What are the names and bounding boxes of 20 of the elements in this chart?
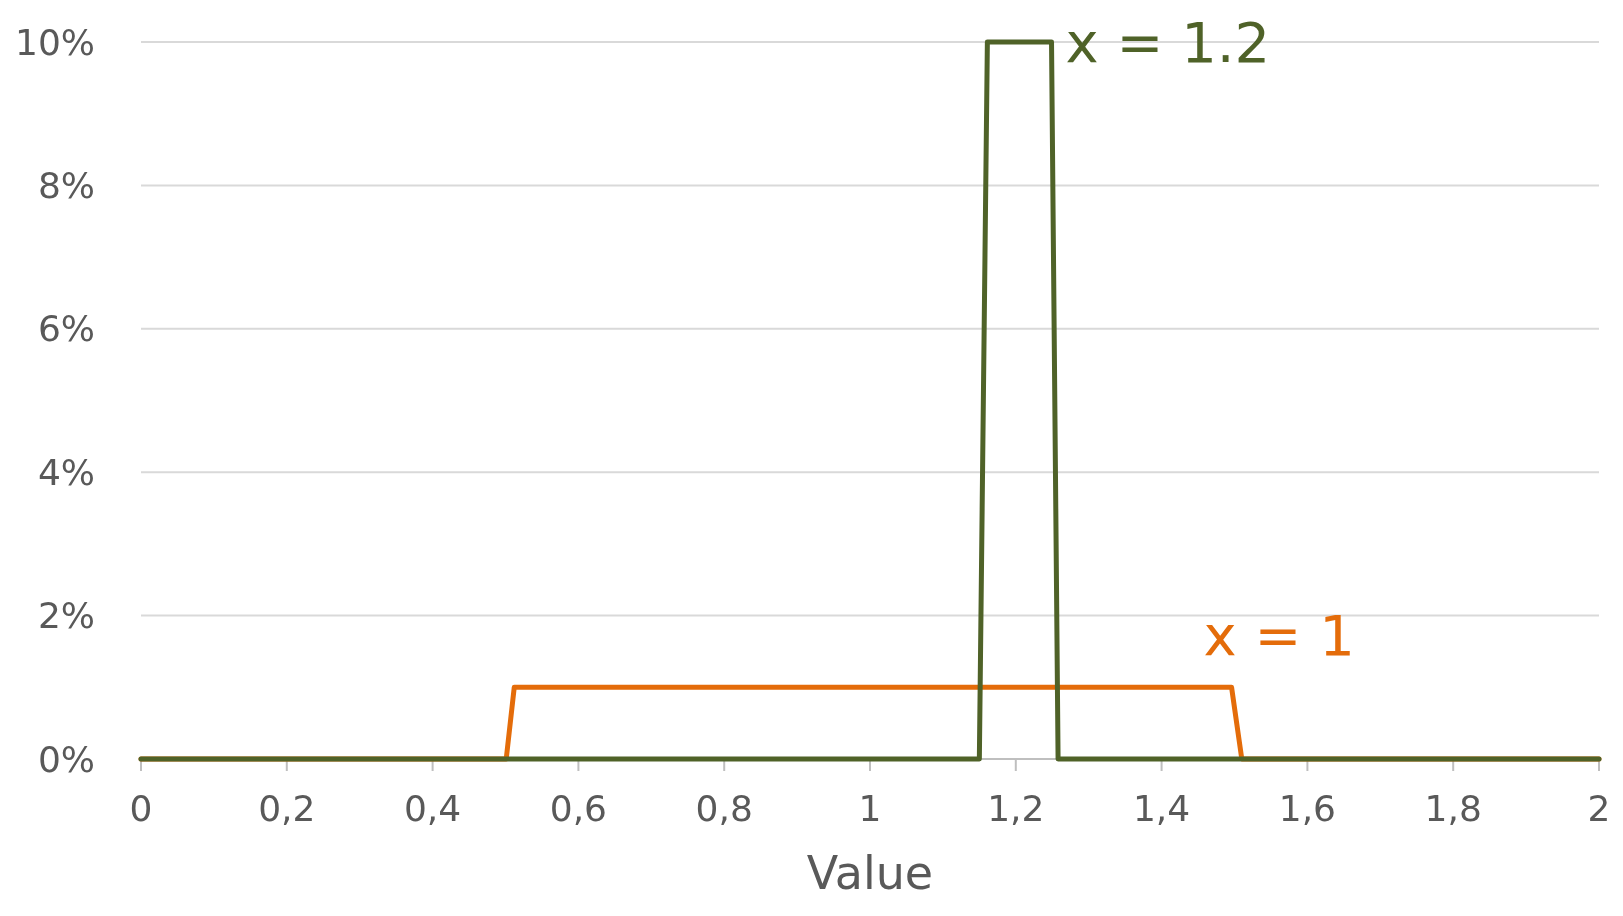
y-tick-label: 0% [37, 738, 95, 780]
x-tick-label: 0,4 [403, 788, 462, 829]
y-tick-label: 8% [37, 165, 95, 206]
x-tick-label: 0,6 [549, 788, 608, 829]
x-tick-label: 0 [129, 788, 153, 829]
y-tick-label: 2% [37, 595, 95, 637]
x-axis-title: Value [806, 846, 934, 900]
y-tick-label: 10% [14, 21, 95, 63]
series-label: x = 1.2 [1065, 9, 1271, 75]
x-tick-label: 0,2 [258, 788, 316, 829]
y-tick-label: 4% [37, 451, 95, 493]
x-tick-label: 1 [858, 788, 882, 829]
y-tick-label: 6% [37, 308, 95, 350]
x-tick-label: 0,8 [695, 788, 753, 829]
x-tick-label: 1,4 [1132, 788, 1191, 829]
x-tick-label: 1,2 [987, 788, 1045, 829]
x-tick-label: 1,6 [1278, 788, 1337, 829]
x-tick-label: 1,8 [1424, 788, 1482, 829]
x-tick-label: 2 [1587, 788, 1611, 829]
series-label: x = 1 [1203, 602, 1355, 668]
